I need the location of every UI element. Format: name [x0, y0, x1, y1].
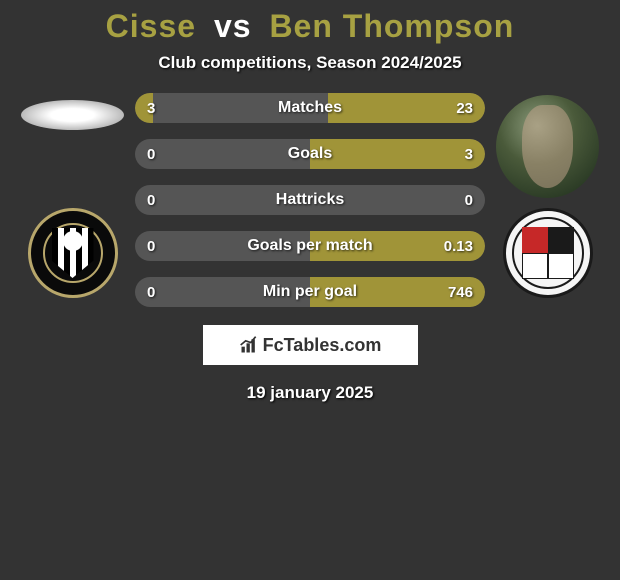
bar-label: Min per goal	[263, 283, 357, 301]
brand-box: FcTables.com	[203, 325, 418, 365]
date-text: 19 january 2025	[0, 383, 620, 403]
bar-value-right: 0	[465, 192, 473, 209]
stat-bars: 3 Matches 23 0 Goals 3 0 Hattricks 0	[135, 93, 485, 307]
bar-value-left: 0	[147, 146, 155, 163]
bar-label: Goals per match	[247, 237, 372, 255]
left-side	[20, 93, 125, 307]
bar-value-right: 23	[456, 100, 473, 117]
bar-chart-icon	[239, 335, 259, 355]
player1-name: Cisse	[106, 8, 196, 44]
bar-min-per-goal: 0 Min per goal 746	[135, 277, 485, 307]
player2-club-badge	[503, 208, 593, 298]
bar-value-right: 0.13	[444, 238, 473, 255]
player1-avatar	[21, 100, 124, 130]
notts-ball-icon	[63, 231, 83, 251]
player1-club-badge	[28, 208, 118, 298]
bar-goals: 0 Goals 3	[135, 139, 485, 169]
bar-goals-per-match: 0 Goals per match 0.13	[135, 231, 485, 261]
bromley-shield-icon	[522, 227, 574, 279]
player2-avatar	[496, 95, 599, 198]
bar-value-right: 3	[465, 146, 473, 163]
bar-value-left: 3	[147, 100, 155, 117]
bar-fill-right	[310, 139, 485, 169]
bar-value-left: 0	[147, 192, 155, 209]
vs-text: vs	[214, 8, 252, 44]
page-title: Cisse vs Ben Thompson	[0, 8, 620, 45]
bar-value-left: 0	[147, 284, 155, 301]
bar-value-left: 0	[147, 238, 155, 255]
bar-label: Matches	[278, 99, 342, 117]
infographic-container: Cisse vs Ben Thompson Club competitions,…	[0, 0, 620, 403]
player2-name: Ben Thompson	[269, 8, 514, 44]
right-side	[495, 93, 600, 307]
bar-label: Hattricks	[276, 191, 344, 209]
bar-label: Goals	[288, 145, 332, 163]
main-row: 3 Matches 23 0 Goals 3 0 Hattricks 0	[0, 93, 620, 307]
bar-value-right: 746	[448, 284, 473, 301]
bar-hattricks: 0 Hattricks 0	[135, 185, 485, 215]
subtitle: Club competitions, Season 2024/2025	[0, 53, 620, 73]
brand-text: FcTables.com	[263, 335, 382, 356]
bar-matches: 3 Matches 23	[135, 93, 485, 123]
